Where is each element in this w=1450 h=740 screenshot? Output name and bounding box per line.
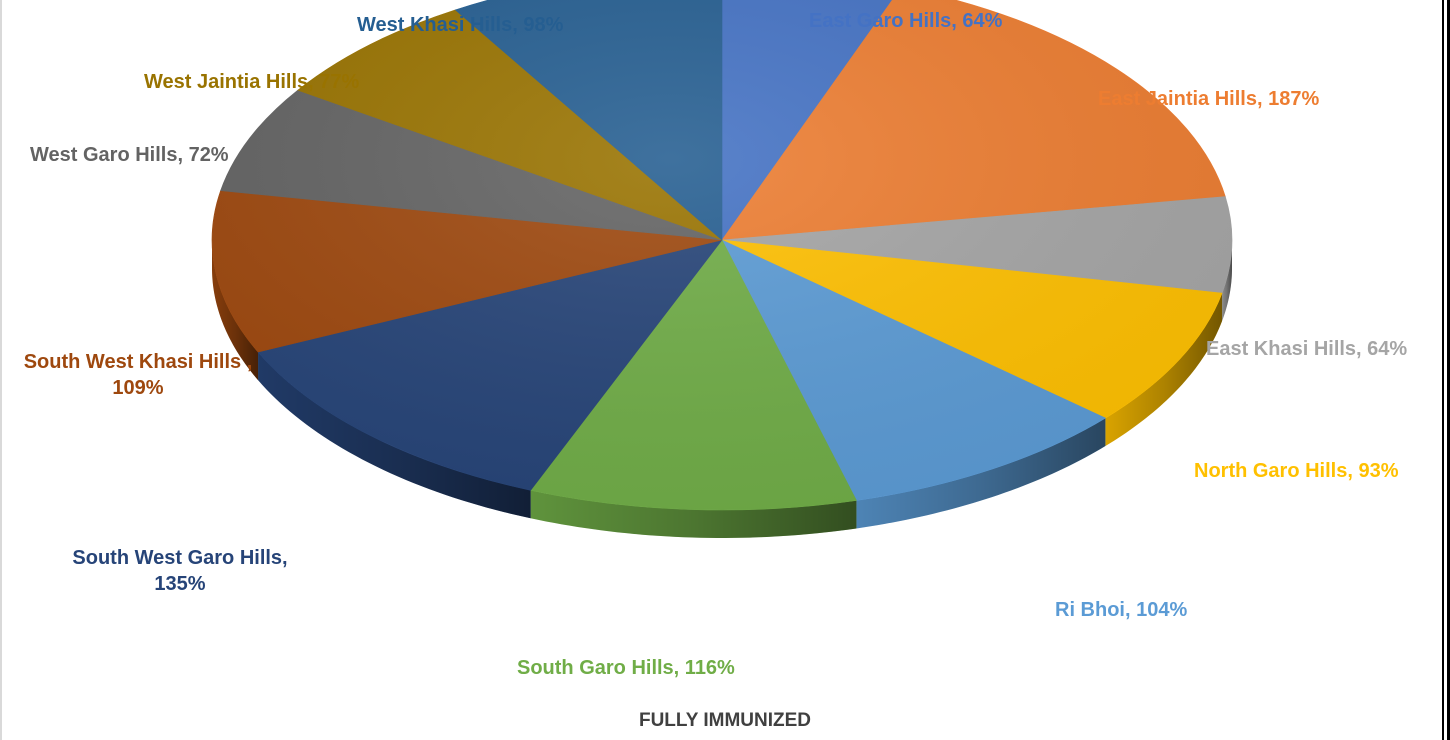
data-label-north-garo-hills: North Garo Hills, 93%: [1194, 460, 1399, 482]
data-label-south-west-khasi-hills: South West Khasi Hills , 109%: [4, 349, 272, 401]
chart-title: FULLY IMMUNIZED: [638, 710, 812, 731]
data-label-line-2: 135%: [154, 573, 206, 595]
data-label-line-1: South West Khasi Hills ,: [23, 351, 253, 373]
pie-side-shade: [530, 490, 857, 538]
data-label-west-garo-hills: West Garo Hills, 72%: [30, 144, 229, 166]
data-label-west-jaintia-hills: West Jaintia Hills, 77%: [144, 71, 360, 93]
data-label-line-2: 109%: [112, 377, 164, 399]
page-border: [1442, 0, 1450, 740]
data-label-ri-bhoi: Ri Bhoi, 104%: [1055, 599, 1188, 621]
data-label-west-khasi-hills: West Khasi Hills, 98%: [357, 14, 564, 36]
data-label-south-garo-hills: South Garo Hills, 116%: [517, 657, 735, 679]
data-label-east-jaintia-hills: East Jaintia Hills, 187%: [1098, 88, 1320, 110]
data-label-east-garo-hills: East Garo Hills, 64%: [809, 10, 1003, 32]
data-label-line-1: South West Garo Hills,: [72, 547, 288, 569]
data-label-east-khasi-hills: East Khasi Hills, 64%: [1206, 338, 1408, 360]
data-label-south-west-garo-hills: South West Garo Hills, 135%: [40, 545, 320, 597]
